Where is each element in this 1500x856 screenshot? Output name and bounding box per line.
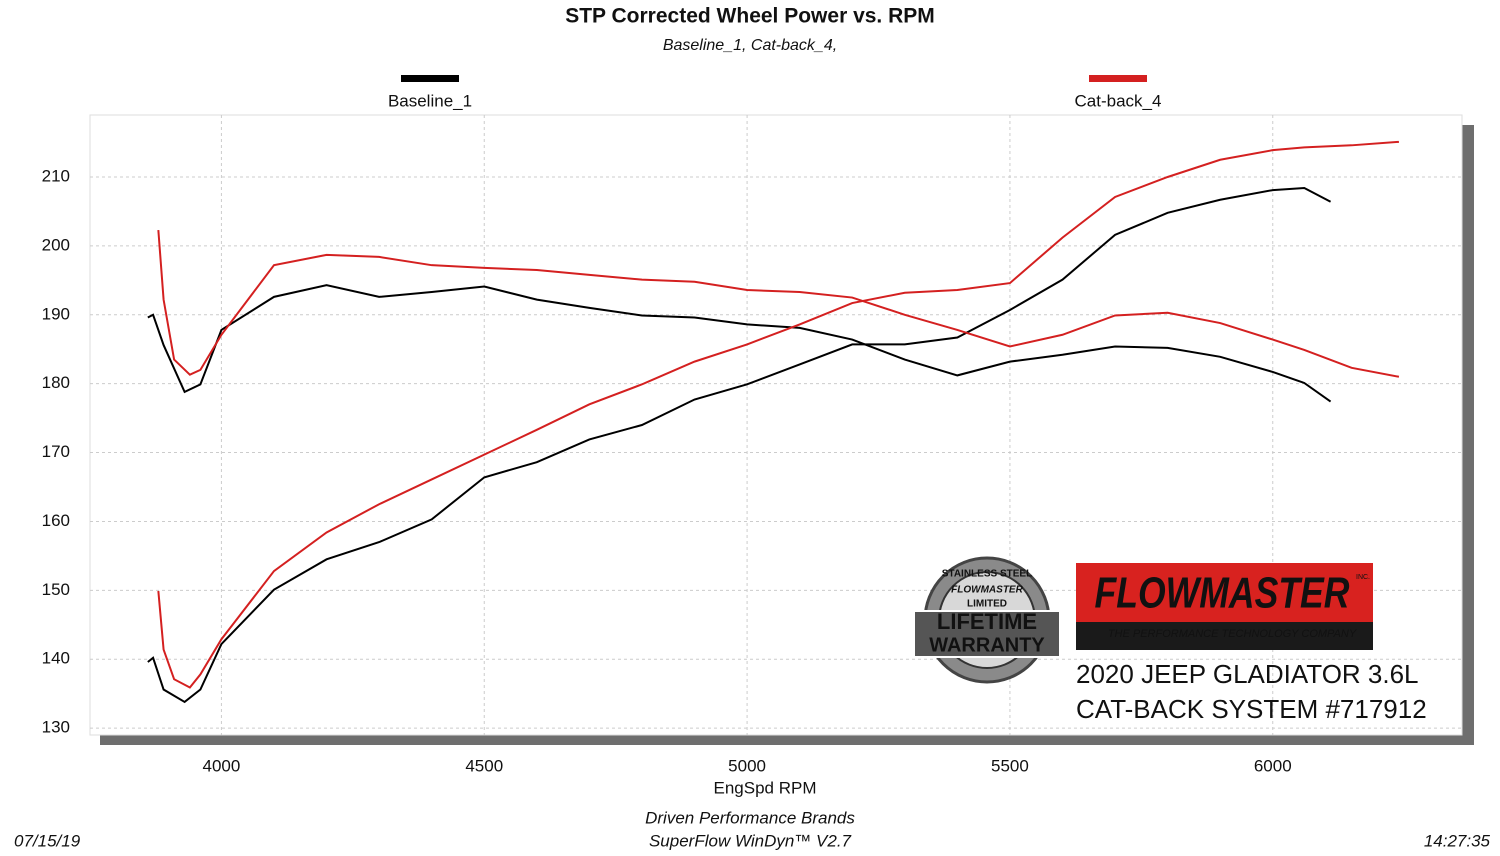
y-tick-label: 130 [42, 718, 70, 737]
x-axis-label: EngSpd RPM [714, 778, 817, 797]
warranty-badge: STAINLESS STEEL FLOWMASTER LIMITED LIFET… [913, 556, 1061, 684]
y-tick-label: 140 [42, 649, 70, 668]
data-line [147, 284, 1332, 403]
legend-swatch [401, 75, 459, 82]
y-tick-label: 190 [42, 304, 70, 323]
logo-brand: FLOWMASTER [1095, 569, 1350, 618]
data-line [157, 140, 1399, 689]
y-tick-label: 210 [42, 166, 70, 185]
x-tick-label: 4500 [465, 756, 503, 775]
footer-line: SuperFlow WinDyn™ V2.7 [649, 831, 852, 850]
y-tick-label: 170 [42, 442, 70, 461]
logo-tagline: THE PERFORMANCE TECHNOLOGY COMPANY [1108, 628, 1357, 640]
x-tick-label: 5500 [991, 756, 1029, 775]
y-tick-label: 150 [42, 580, 70, 599]
logo-suffix: INC. [1356, 574, 1370, 581]
y-tick-label: 160 [42, 511, 70, 530]
footer-line: Driven Performance Brands [645, 808, 855, 827]
legend-swatch [1089, 75, 1147, 82]
x-tick-label: 6000 [1254, 756, 1292, 775]
legend-label: Baseline_1 [388, 91, 472, 110]
caption: 2020 JEEP GLADIATOR 3.6L [1076, 659, 1419, 689]
y-tick-label: 180 [42, 373, 70, 392]
badge-limited: LIMITED [967, 599, 1007, 610]
badge-line: WARRANTY [929, 634, 1045, 656]
x-tick-label: 4000 [203, 756, 241, 775]
y-tick-label: 200 [42, 235, 70, 254]
time: 14:27:35 [1424, 831, 1491, 850]
badge-brand: FLOWMASTER [951, 585, 1023, 596]
data-line [157, 229, 1400, 378]
badge-line: LIFETIME [937, 609, 1037, 634]
date: 07/15/19 [14, 831, 81, 850]
chart-title: STP Corrected Wheel Power vs. RPM [565, 5, 935, 28]
legend-label: Cat-back_4 [1075, 91, 1162, 110]
x-tick-label: 5000 [728, 756, 766, 775]
badge-ring: STAINLESS STEEL [942, 569, 1032, 580]
caption: CAT-BACK SYSTEM #717912 [1076, 694, 1427, 724]
flowmaster-logo: FLOWMASTER INC. THE PERFORMANCE TECHNOLO… [1076, 563, 1373, 650]
chart-subtitle: Baseline_1, Cat-back_4, [663, 37, 837, 54]
data-line [147, 187, 1332, 704]
